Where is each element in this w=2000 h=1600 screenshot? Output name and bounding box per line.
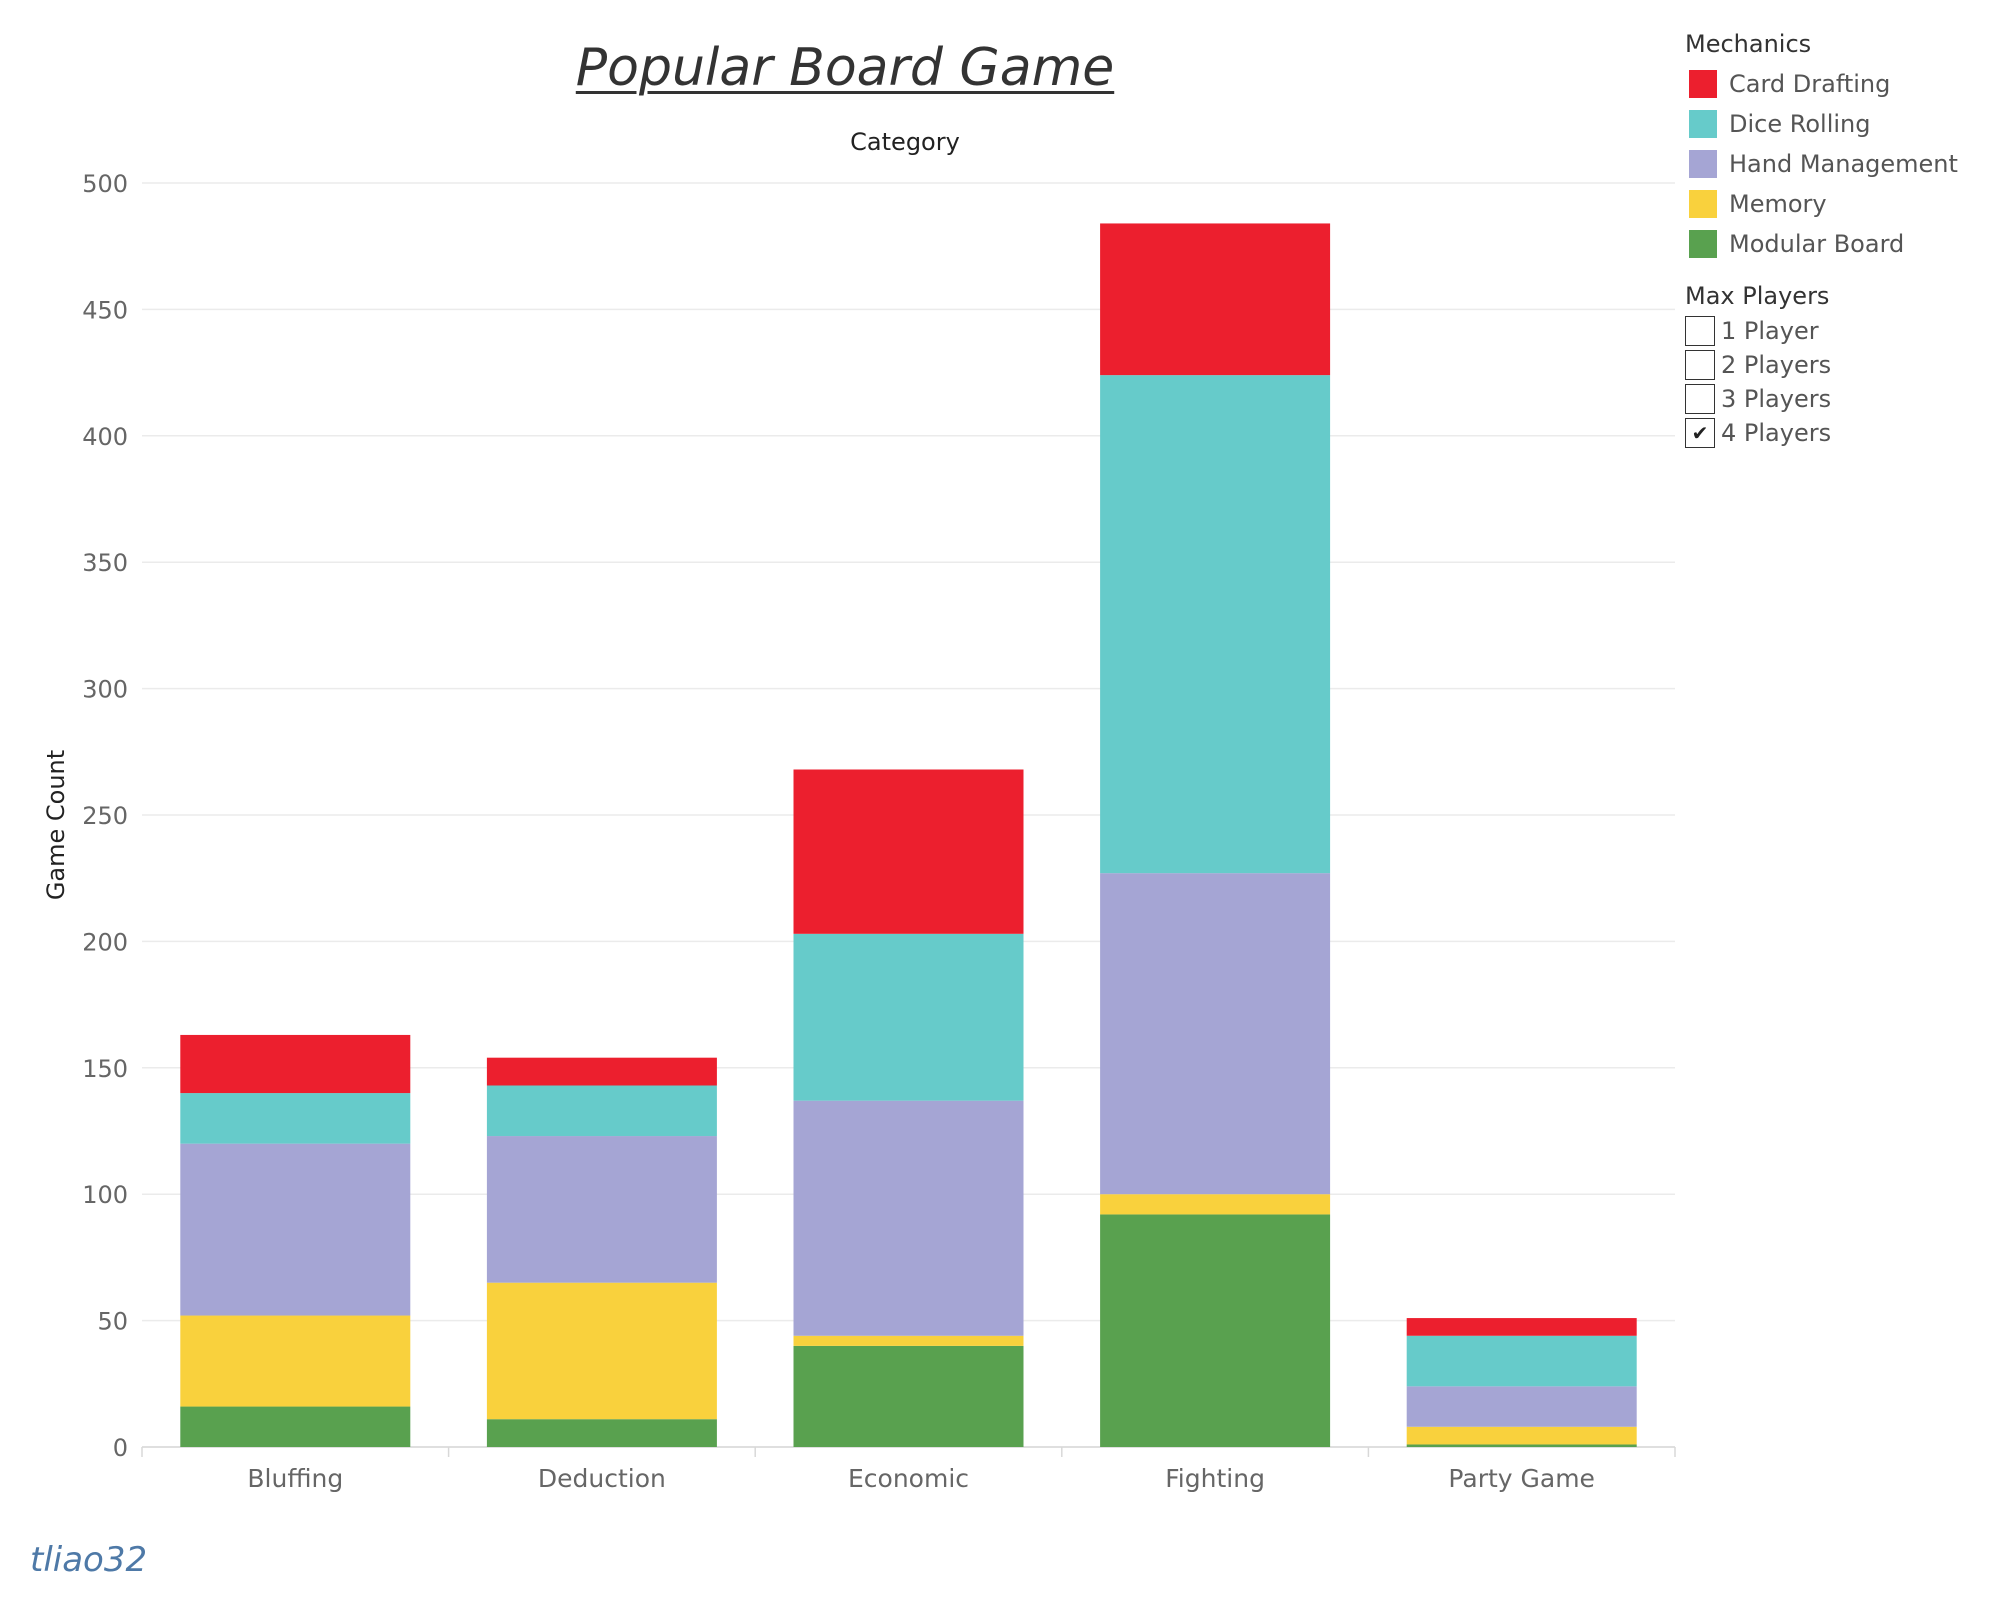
- filter-title: Max Players: [1685, 282, 1830, 310]
- bar-segment: [180, 1034, 411, 1094]
- legend-item: Memory: [1685, 184, 1995, 224]
- y-tick-label: 200: [82, 928, 128, 956]
- bar-segment: [1406, 1426, 1637, 1445]
- filter-option-label: 3 Players: [1721, 385, 1832, 413]
- y-tick-label: 300: [82, 676, 128, 704]
- filter-option-label: 2 Players: [1721, 351, 1832, 379]
- bar-segment: [1100, 375, 1331, 874]
- bar-segment: [793, 1100, 1024, 1336]
- bar-segment: [793, 1335, 1024, 1346]
- bar-segment: [180, 1315, 411, 1407]
- filter-checkbox[interactable]: ✔: [1685, 418, 1715, 448]
- bar-segment: [1100, 873, 1331, 1195]
- stacked-bar-chart: 0 50 100 150 200 250 300 350 400 450 500 Bluffing De…: [42, 170, 1676, 1493]
- filter-checkbox[interactable]: [1685, 350, 1715, 380]
- bar-segment: [793, 1345, 1024, 1447]
- x-tick-label: Economic: [848, 1464, 969, 1493]
- filter-checkbox[interactable]: [1685, 316, 1715, 346]
- max-players-filter: Max Players 1 Player 2 Players 3 Players ✔ 4…: [1685, 282, 1995, 450]
- filter-option-label: 4 Players: [1721, 419, 1832, 447]
- filter-option-label: 1 Player: [1721, 317, 1819, 345]
- legend-item: Modular Board: [1685, 224, 1995, 264]
- chart-title: Popular Board Game: [575, 38, 1115, 98]
- bar-segment: [180, 1143, 411, 1316]
- legend-item: Dice Rolling: [1685, 104, 1995, 144]
- y-axis-title: Game Count: [42, 750, 70, 900]
- legend-item: Card Drafting: [1685, 64, 1995, 104]
- mechanics-legend: Mechanics Card Drafting Dice Rolling Hand …: [1685, 30, 1995, 264]
- bar-segment: [180, 1406, 411, 1447]
- bar-segment: [793, 933, 1024, 1101]
- filter-checkbox[interactable]: [1685, 384, 1715, 414]
- x-tick-label: Party Game: [1448, 1464, 1595, 1493]
- y-tick-label: 100: [82, 1181, 128, 1209]
- x-tick-label: Bluffing: [247, 1464, 343, 1493]
- bar-segment: [1100, 1194, 1331, 1215]
- y-tick-label: 400: [82, 423, 128, 451]
- y-tick-label: 350: [82, 549, 128, 577]
- y-tick-label: 450: [82, 296, 128, 324]
- legend-label: Memory: [1729, 190, 1827, 218]
- y-tick-label: 0: [113, 1434, 128, 1462]
- author-signature: tliao32: [30, 1540, 148, 1580]
- x-axis-caption: Category: [850, 128, 960, 156]
- legend-swatch: [1689, 110, 1717, 138]
- filter-options: 1 Player 2 Players 3 Players ✔ 4 Players: [1685, 314, 1995, 450]
- legend-label: Modular Board: [1729, 230, 1905, 258]
- legend-swatch: [1689, 150, 1717, 178]
- y-tick-label: 250: [82, 802, 128, 830]
- legend-title: Mechanics: [1685, 30, 1812, 58]
- y-tick-label: 500: [82, 170, 128, 198]
- bar-segment: [1406, 1318, 1637, 1336]
- bar-segment: [1100, 1214, 1331, 1447]
- legend-swatch: [1689, 70, 1717, 98]
- bar-segment: [486, 1057, 717, 1086]
- bar-segment: [486, 1085, 717, 1137]
- filter-option[interactable]: ✔ 4 Players: [1685, 416, 1995, 450]
- legend-label: Hand Management: [1729, 150, 1958, 178]
- y-tick-label: 50: [97, 1308, 128, 1336]
- legend-items: Card Drafting Dice Rolling Hand Management…: [1685, 64, 1995, 264]
- filter-option[interactable]: 3 Players: [1685, 382, 1995, 416]
- bar-segment: [486, 1282, 717, 1420]
- filter-option[interactable]: 1 Player: [1685, 314, 1995, 348]
- filter-option[interactable]: 2 Players: [1685, 348, 1995, 382]
- legend-swatch: [1689, 190, 1717, 218]
- legend-swatch: [1689, 230, 1717, 258]
- bar-segment: [1406, 1335, 1637, 1387]
- bar-segment: [486, 1136, 717, 1283]
- bar-segment: [793, 769, 1024, 934]
- bar-segment: [1100, 223, 1331, 376]
- bar-segment: [1406, 1386, 1637, 1427]
- bar-segment: [1406, 1444, 1637, 1447]
- legend-item: Hand Management: [1685, 144, 1995, 184]
- bar-segment: [486, 1419, 717, 1447]
- legend-label: Card Drafting: [1729, 70, 1891, 98]
- x-tick-label: Fighting: [1165, 1464, 1265, 1493]
- x-tick-label: Deduction: [538, 1464, 666, 1493]
- bar-segment: [180, 1093, 411, 1144]
- legend-label: Dice Rolling: [1729, 110, 1871, 138]
- y-tick-label: 150: [82, 1055, 128, 1083]
